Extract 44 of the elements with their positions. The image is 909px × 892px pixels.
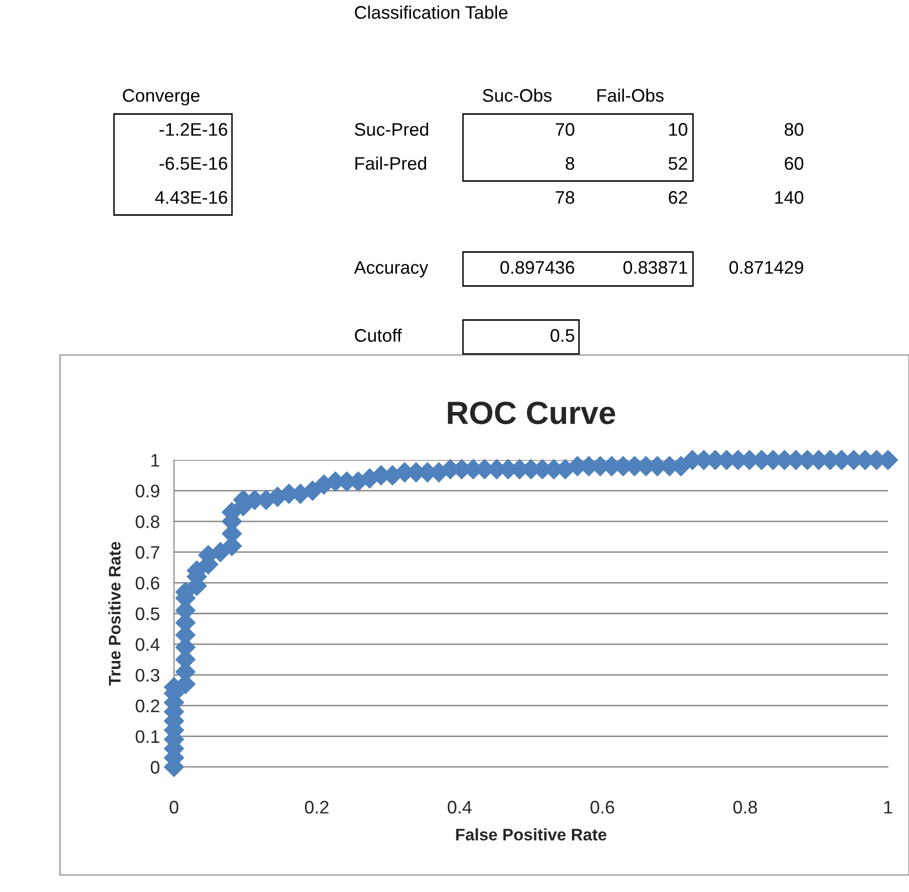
y-tick-label: 0.6 <box>136 576 160 590</box>
y-tick-label: 1 <box>151 454 160 467</box>
x-tick-label: 0.2 <box>304 800 328 814</box>
text: 0.871429 <box>729 261 804 274</box>
text: 10 <box>669 123 688 136</box>
x-tick-label: 0.4 <box>448 800 472 814</box>
text: Suc-Obs <box>482 88 552 102</box>
text: -6.5E-16 <box>160 157 228 170</box>
text: 8 <box>566 157 574 170</box>
text: 60 <box>784 157 804 170</box>
y-tick-label: 0.9 <box>136 484 160 498</box>
x-tick-label: 1 <box>884 800 892 814</box>
x-tick-label: 0 <box>170 800 178 814</box>
text: Accuracy <box>354 261 428 278</box>
chart-title: ROC Curve <box>448 402 616 424</box>
text: 70 <box>556 123 574 136</box>
x-tick-label: 0.8 <box>733 800 757 814</box>
text: 78 <box>556 191 574 204</box>
y-axis-title: True Positive Rate <box>108 542 121 686</box>
x-axis-title: False Positive Rate <box>456 828 606 841</box>
text: Classification Table <box>354 6 508 19</box>
text: 0.5 <box>550 329 574 342</box>
y-tick-label: 0 <box>150 760 160 774</box>
text: 62 <box>668 191 688 204</box>
x-tick-label: 0.6 <box>590 800 614 814</box>
text: 52 <box>668 157 688 170</box>
text: Converge <box>122 89 200 106</box>
y-tick-label: 0.1 <box>136 730 160 744</box>
text: 4.43E-16 <box>155 191 228 204</box>
text: Fail-Obs <box>597 88 664 102</box>
y-tick-label: 0.4 <box>136 638 160 651</box>
text: -1.2E-16 <box>160 123 228 136</box>
text: Suc-Pred <box>354 122 428 136</box>
text: 0.897436 <box>500 261 574 274</box>
text: 80 <box>784 123 804 136</box>
y-tick-label: 0.2 <box>136 700 160 712</box>
text: Fail-Pred <box>355 156 426 170</box>
text: Cutoff <box>354 328 402 342</box>
text: 140 <box>775 191 804 204</box>
y-tick-label: 0.5 <box>136 607 160 620</box>
y-tick-label: 0.8 <box>136 515 160 528</box>
text: 0.83871 <box>623 261 688 274</box>
y-tick-label: 0.7 <box>136 546 160 559</box>
y-tick-label: 0.3 <box>136 668 160 682</box>
